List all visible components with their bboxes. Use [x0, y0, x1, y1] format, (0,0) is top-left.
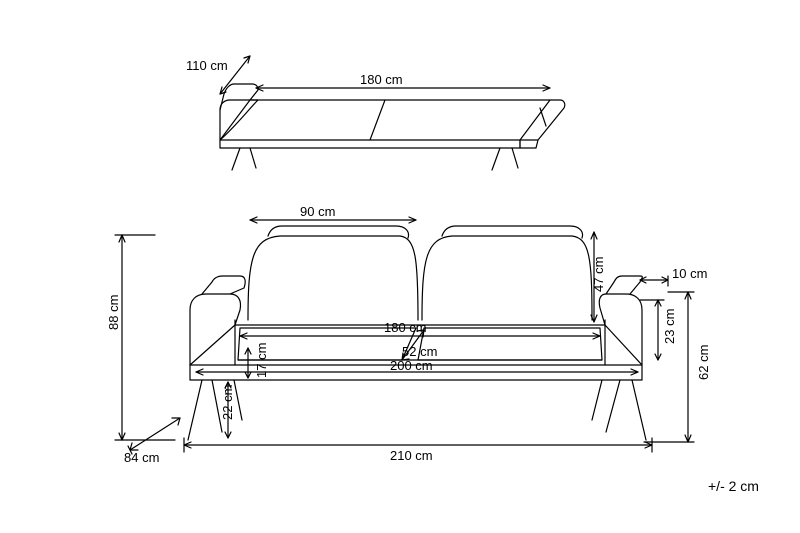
dim-right-62: 62 cm: [696, 345, 711, 380]
dim-body-200: 200 cm: [390, 358, 433, 373]
dim-arm-23: 23 cm: [662, 309, 677, 344]
front-view-drawing: [115, 217, 694, 454]
dim-height-88: 88 cm: [106, 295, 121, 330]
dim-thick-17: 17 cm: [254, 343, 269, 378]
dim-top-length: 180 cm: [360, 72, 403, 87]
dim-top-width: 110 cm: [186, 58, 228, 73]
dim-seat-180: 180 cm: [384, 320, 427, 335]
dim-leg-22: 22 cm: [220, 385, 235, 420]
dim-depth-84: 84 cm: [124, 450, 159, 465]
dim-total-210: 210 cm: [390, 448, 433, 463]
dim-back-90: 90 cm: [300, 204, 335, 219]
dim-back-47: 47 cm: [591, 257, 606, 292]
dim-seat-52: 52 cm: [402, 344, 437, 359]
tolerance-note: +/- 2 cm: [708, 478, 759, 494]
dim-arm-10: 10 cm: [672, 266, 707, 281]
